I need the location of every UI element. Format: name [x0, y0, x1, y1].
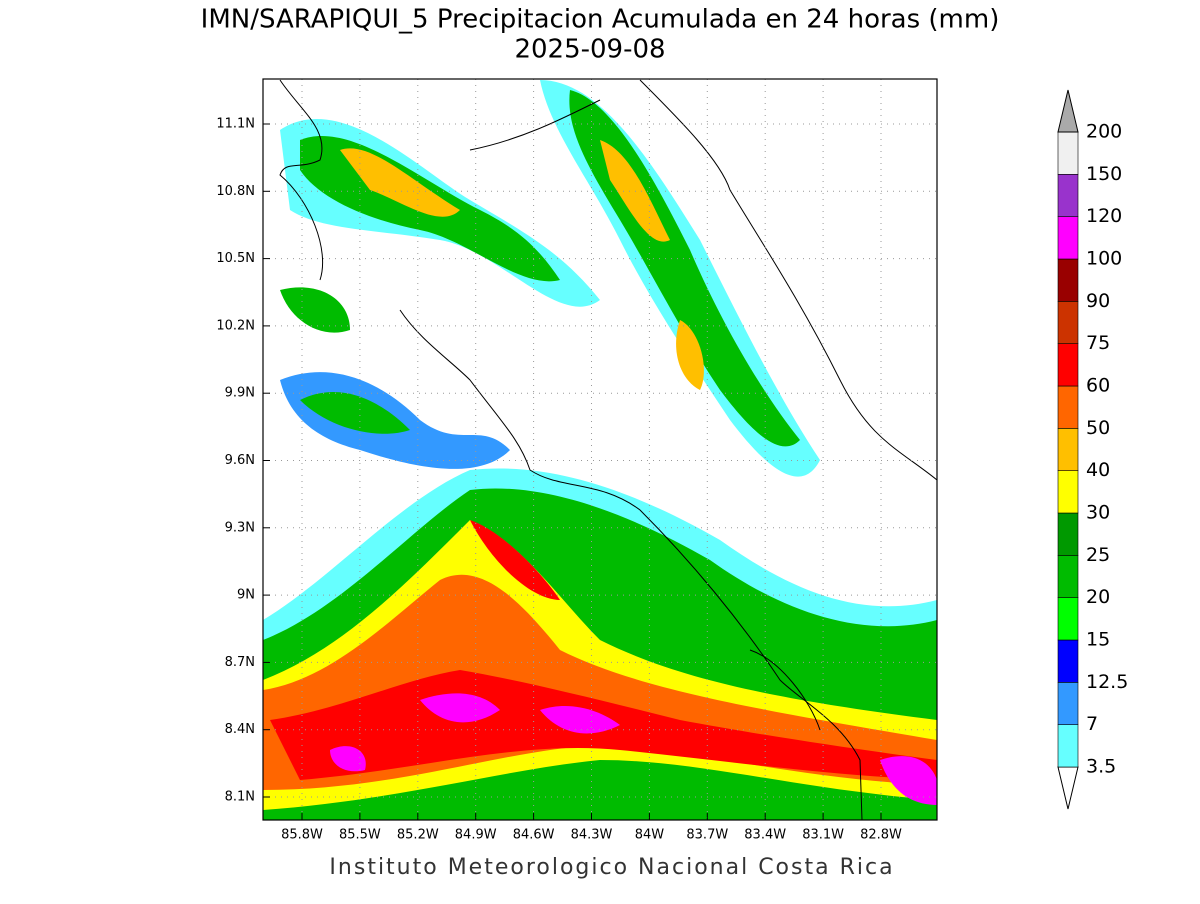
lon-tick-label: 84.9W: [455, 828, 497, 843]
colorbar-label: 120: [1086, 205, 1122, 227]
colorbar-box: [1057, 597, 1079, 641]
lat-tick-label: 9.6N: [225, 453, 255, 468]
colorbar-over: [1057, 89, 1079, 133]
precip-field: [263, 79, 937, 820]
colorbar-box: [1057, 682, 1079, 725]
colorbar-label: 25: [1086, 544, 1110, 566]
colorbar-label: 15: [1086, 629, 1110, 651]
colorbar-label: 20: [1086, 586, 1110, 608]
map-frame: [262, 78, 938, 821]
colorbar-box: [1057, 343, 1079, 387]
colorbar-label: 30: [1086, 502, 1110, 524]
colorbar-label: 150: [1086, 163, 1122, 185]
colorbar-box: [1057, 385, 1079, 429]
lon-tick-label: 84.3W: [571, 828, 613, 843]
lon-tick-label: 85.8W: [281, 828, 323, 843]
colorbar-label: 3.5: [1086, 756, 1116, 778]
lon-tick-label: 84W: [635, 828, 665, 843]
colorbar-box: [1057, 174, 1079, 217]
colorbar-box: [1057, 216, 1079, 260]
footer: Instituto Meteorologico Nacional Costa R…: [329, 855, 894, 880]
colorbar-box: [1057, 131, 1079, 175]
colorbar-label: 7: [1086, 713, 1098, 735]
colorbar-box: [1057, 724, 1079, 768]
lon-tick-label: 85.5W: [339, 828, 381, 843]
lon-tick-label: 83.1W: [802, 828, 844, 843]
title: IMN/SARAPIQUI_5 Precipitacion Acumulada …: [201, 5, 1000, 35]
colorbar-box: [1057, 301, 1079, 344]
colorbar-box: [1057, 428, 1079, 471]
colorbar-label: 40: [1086, 459, 1110, 481]
colorbar-box: [1057, 258, 1079, 302]
colorbar-under: [1057, 766, 1079, 810]
lon-tick-label: 83.4W: [744, 828, 786, 843]
lat-tick-label: 10.5N: [216, 251, 255, 266]
lat-tick-label: 10.2N: [216, 318, 255, 333]
lat-tick-label: 11.1N: [216, 117, 255, 132]
lat-tick-label: 8.4N: [225, 722, 255, 737]
lat-tick-label: 10.8N: [216, 184, 255, 199]
graticule: [263, 79, 937, 820]
colorbar-label: 60: [1086, 375, 1110, 397]
colorbar-box: [1057, 639, 1079, 683]
lon-tick-label: 82.8W: [860, 828, 902, 843]
colorbar-label: 50: [1086, 417, 1110, 439]
lat-tick-label: 9N: [237, 588, 255, 603]
lon-tick-label: 85.2W: [397, 828, 439, 843]
subtitle: 2025-09-08: [514, 35, 665, 65]
colorbar-label: 100: [1086, 248, 1122, 270]
lat-tick-label: 8.1N: [225, 790, 255, 805]
lat-tick-label: 9.3N: [225, 520, 255, 535]
colorbar-label: 75: [1086, 332, 1110, 354]
colorbar-box: [1057, 555, 1079, 598]
lon-tick-label: 83.7W: [686, 828, 728, 843]
lat-tick-label: 9.9N: [225, 386, 255, 401]
lat-tick-label: 8.7N: [225, 655, 255, 670]
colorbar-label: 90: [1086, 290, 1110, 312]
colorbar-label: 12.5: [1086, 671, 1128, 693]
colorbar-box: [1057, 512, 1079, 556]
colorbar-label: 200: [1086, 121, 1122, 143]
lon-tick-label: 84.6W: [513, 828, 555, 843]
colorbar-box: [1057, 470, 1079, 514]
